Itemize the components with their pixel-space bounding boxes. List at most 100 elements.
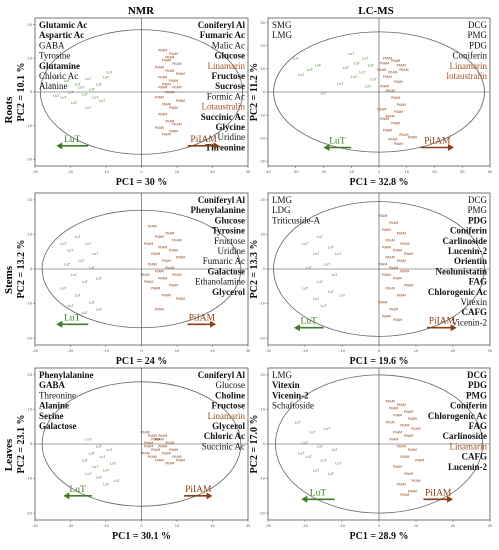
panel-4-group-label-piiam: PiIAM [185, 485, 212, 495]
panel-1-xlabel: PC1 = 32.8 % [349, 177, 408, 188]
panel-0-ytick-label-1: -10 [26, 124, 33, 128]
panel-3-point-piiam-18: PiIAM [397, 294, 406, 298]
panel-4-ytick-label-4: 20 [27, 373, 32, 377]
panel-2: -30 -20 -10 0 10 20 30 -20 -10 0 10 20 PC1 = 24 % PC2… [16, 192, 251, 367]
panel-3-point-piiam-9: PiIAM [386, 256, 395, 260]
panel-4-group-label-lut: LuT [69, 485, 86, 495]
panel-3-right-marker-0: DCG [468, 195, 488, 205]
panel-3-point-piiam-19: PiIAM [378, 301, 387, 305]
panel-0-point-lut-14: LuT [50, 82, 57, 86]
panel-2-point-piiam-9: PiIAM [162, 259, 171, 263]
panel-5-point-piiam-7: PiIAM [400, 424, 409, 428]
panel-2-ytick-label-0: -20 [26, 336, 33, 340]
panel-1-group-label-piiam: PiIAM [424, 137, 451, 147]
panel-0-xtick-label-3: 0 [140, 170, 143, 174]
panel-1-point-lut-9: LuT [359, 71, 366, 75]
panel-5-xtick-label-2: -10 [339, 524, 346, 528]
panel-3-right-marker-1: PMG [467, 205, 487, 215]
panel-1-right-marker-0: DCG [468, 20, 488, 30]
panel-1-xtick-label-2: -20 [321, 170, 328, 174]
panel-1-point-piiam-10: PiIAM [386, 89, 395, 93]
panel-1-point-piiam-9: PiIAM [380, 84, 389, 88]
col-title-nmr: NMR [128, 5, 155, 17]
panel-5-point-piiam-21: PiIAM [400, 493, 409, 497]
panel-3-point-lut-2: LuT [328, 245, 335, 249]
panel-0-ylabel: PC2 = 10.1 % [16, 62, 27, 121]
panel-1-arrow-lut-head [323, 144, 330, 151]
panel-3-xlabel: PC1 = 19.6 % [349, 356, 408, 367]
panel-5-xtick-label-4: 10 [414, 524, 419, 528]
panel-2-ytick-label-3: 10 [27, 233, 32, 237]
panel-2-point-lut-1: LuT [75, 235, 82, 239]
panel-1-point-piiam-20: PiIAM [394, 142, 403, 146]
panel-0-point-lut-17: LuT [85, 106, 92, 110]
panel-3-right-marker-2: PDG [468, 215, 487, 225]
panel-0-point-lut-9: LuT [103, 76, 110, 80]
panel-5-right-marker-9: Lucenin-2 [448, 462, 488, 472]
panel-0-right-marker-0: Coniferyl Al [198, 20, 246, 30]
panel-0-point-lut-16: LuT [53, 94, 60, 98]
panel-5-point-piiam-18: PiIAM [411, 479, 420, 483]
panel-5-ylabel: PC2 = 17.0 % [249, 414, 260, 473]
panel-5-point-piiam-10: PiIAM [404, 434, 413, 438]
panel-2-point-lut-4: LuT [92, 252, 99, 256]
panel-2-point-piiam-17: PiIAM [151, 287, 160, 291]
panel-5-ytick-label-1: -10 [259, 477, 266, 481]
panel-2-right-marker-0: Coniferyl Al [198, 195, 246, 205]
panel-5-ytick-label-3: 10 [260, 408, 265, 412]
panel-4-point-piiam-3: PiIAM [144, 441, 153, 445]
panel-1-xtick-label-8: 40 [488, 170, 493, 174]
panel-2-xtick-label-0: -30 [32, 349, 39, 353]
panel-3-point-lut-3: LuT [313, 252, 320, 256]
panel-1-point-piiam-19: PiIAM [408, 135, 417, 139]
panel-3-xtick-label-3: 0 [378, 349, 381, 353]
panel-5-point-lut-0: LuT [295, 420, 302, 424]
panel-4-point-piiam-2: PiIAM [155, 438, 164, 442]
panel-2-point-lut-0: LuT [60, 242, 67, 246]
panel-0-point-piiam-8: PiIAM [169, 79, 178, 83]
panel-4-point-lut-5: LuT [82, 458, 89, 462]
panel-0-point-lut-15: LuT [99, 99, 106, 103]
panel-4-point-piiam-0: PiIAM [140, 431, 149, 435]
panel-3-point-piiam-7: PiIAM [393, 249, 402, 253]
panel-3-point-lut-12: LuT [339, 294, 346, 298]
panel-0-point-piiam-4: PiIAM [155, 65, 164, 69]
panel-0-point-lut-4: LuT [96, 82, 103, 86]
panel-5-point-piiam-17: PiIAM [404, 472, 413, 476]
panel-4-point-piiam-17: PiIAM [144, 444, 153, 448]
panel-2-arrow-lut-head [56, 320, 63, 328]
panel-4-ytick-label-2: 0 [30, 442, 33, 446]
panel-0-point-piiam-18: PiIAM [172, 123, 181, 127]
panel-4-left-marker-3: Alanine [39, 401, 69, 411]
panel-0-point-piiam-13: PiIAM [176, 99, 185, 103]
panel-2-point-piiam-5: PiIAM [158, 245, 167, 249]
panel-5-xtick-label-5: 20 [451, 524, 456, 528]
panel-0-left-marker-3: Tyrosine [39, 51, 70, 61]
panel-1-ytick-label-3: 0 [263, 90, 266, 94]
panel-5-xlabel: PC1 = 28.9 % [349, 531, 408, 542]
panel-3-xtick-label-5: 20 [451, 349, 456, 353]
panel-0-point-piiam-6: PiIAM [176, 72, 185, 76]
panel-0-point-piiam-17: PiIAM [165, 119, 174, 123]
panel-5-point-piiam-11: PiIAM [389, 438, 398, 442]
panel-1-point-piiam-0: PiIAM [383, 57, 392, 61]
panel-5-ytick-label-4: 20 [260, 373, 265, 377]
panel-0-point-piiam-2: PiIAM [162, 59, 171, 63]
panel-1-right-marker-4: Linamarin [450, 61, 488, 71]
panel-2-point-lut-13: LuT [89, 301, 96, 305]
panel-4-point-lut-11: LuT [114, 479, 121, 483]
panel-5-point-lut-7: LuT [320, 458, 327, 462]
panel-2-xtick-label-4: 10 [175, 349, 180, 353]
panel-0-xlabel: PC1 = 30 % [116, 177, 168, 188]
panel-5-xtick-label-3: 0 [378, 524, 381, 528]
panel-3-ytick-label-2: 0 [263, 267, 266, 271]
panel-0-left-marker-1: Aspartic Ac [39, 30, 84, 40]
panel-4-right-marker-3: Fructose [212, 401, 246, 411]
panel-5-point-lut-10: LuT [328, 472, 335, 476]
panel-1-ytick-label-2: -10 [259, 113, 266, 117]
panel-5-left-marker-1: Vitexin [272, 380, 300, 390]
panel-0-point-piiam-1: PiIAM [169, 52, 178, 56]
panel-5-point-piiam-19: PiIAM [397, 482, 406, 486]
panel-2-group-label-lut: LuT [64, 313, 81, 323]
panel-4-point-lut-7: LuT [92, 465, 99, 469]
